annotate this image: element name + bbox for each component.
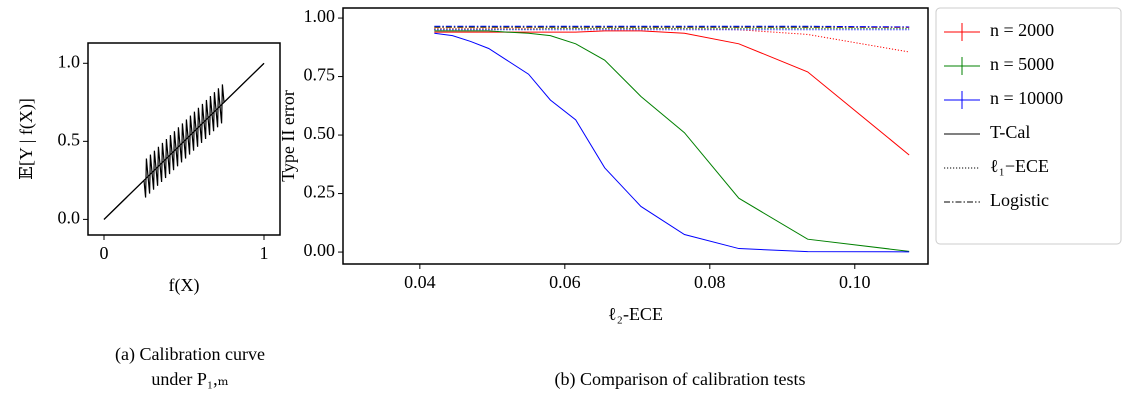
caption: (a) Calibration curve bbox=[115, 344, 265, 365]
y-tick-label: 0.25 bbox=[304, 182, 336, 202]
caption: under P₁,ₘ bbox=[151, 369, 228, 389]
x-axis-label: ℓ₂-ECE bbox=[608, 304, 663, 324]
legend-label: n = 2000 bbox=[990, 20, 1054, 40]
data-line bbox=[434, 30, 910, 252]
x-tick-label: 0 bbox=[100, 243, 109, 263]
y-tick-label: 0.0 bbox=[58, 208, 81, 228]
x-tick-label: 0.06 bbox=[549, 272, 581, 292]
data-line bbox=[434, 32, 910, 253]
caption: (b) Comparison of calibration tests bbox=[555, 369, 806, 390]
x-axis-label: f(X) bbox=[169, 275, 200, 296]
legend-label: Logistic bbox=[990, 190, 1049, 210]
y-tick-label: 0.00 bbox=[304, 240, 336, 260]
x-tick-label: 0.04 bbox=[404, 272, 436, 292]
legend-label: n = 5000 bbox=[990, 54, 1054, 74]
y-tick-label: 0.5 bbox=[58, 129, 81, 149]
y-axis-label: Type II error bbox=[278, 90, 298, 182]
y-tick-label: 0.50 bbox=[304, 123, 336, 143]
data-line bbox=[434, 25, 910, 28]
legend-label: n = 10000 bbox=[990, 88, 1063, 108]
x-tick-label: 0.08 bbox=[694, 272, 726, 292]
y-tick-label: 1.0 bbox=[58, 51, 81, 71]
plot-frame bbox=[87, 42, 281, 236]
legend-frame bbox=[935, 7, 1122, 245]
data-line bbox=[103, 62, 265, 220]
plot-frame bbox=[342, 7, 929, 265]
x-tick-label: 0.10 bbox=[839, 272, 871, 292]
x-tick-label: 1 bbox=[260, 243, 269, 263]
data-line bbox=[434, 28, 910, 53]
data-line bbox=[434, 30, 910, 156]
y-axis-label: 𝔼[Y | f(X)] bbox=[16, 98, 37, 180]
legend-label: ℓ₁−ECE bbox=[990, 156, 1049, 176]
y-tick-label: 0.75 bbox=[304, 65, 336, 85]
data-line bbox=[434, 28, 910, 30]
y-tick-label: 1.00 bbox=[304, 6, 336, 26]
legend-label: T-Cal bbox=[990, 122, 1030, 142]
